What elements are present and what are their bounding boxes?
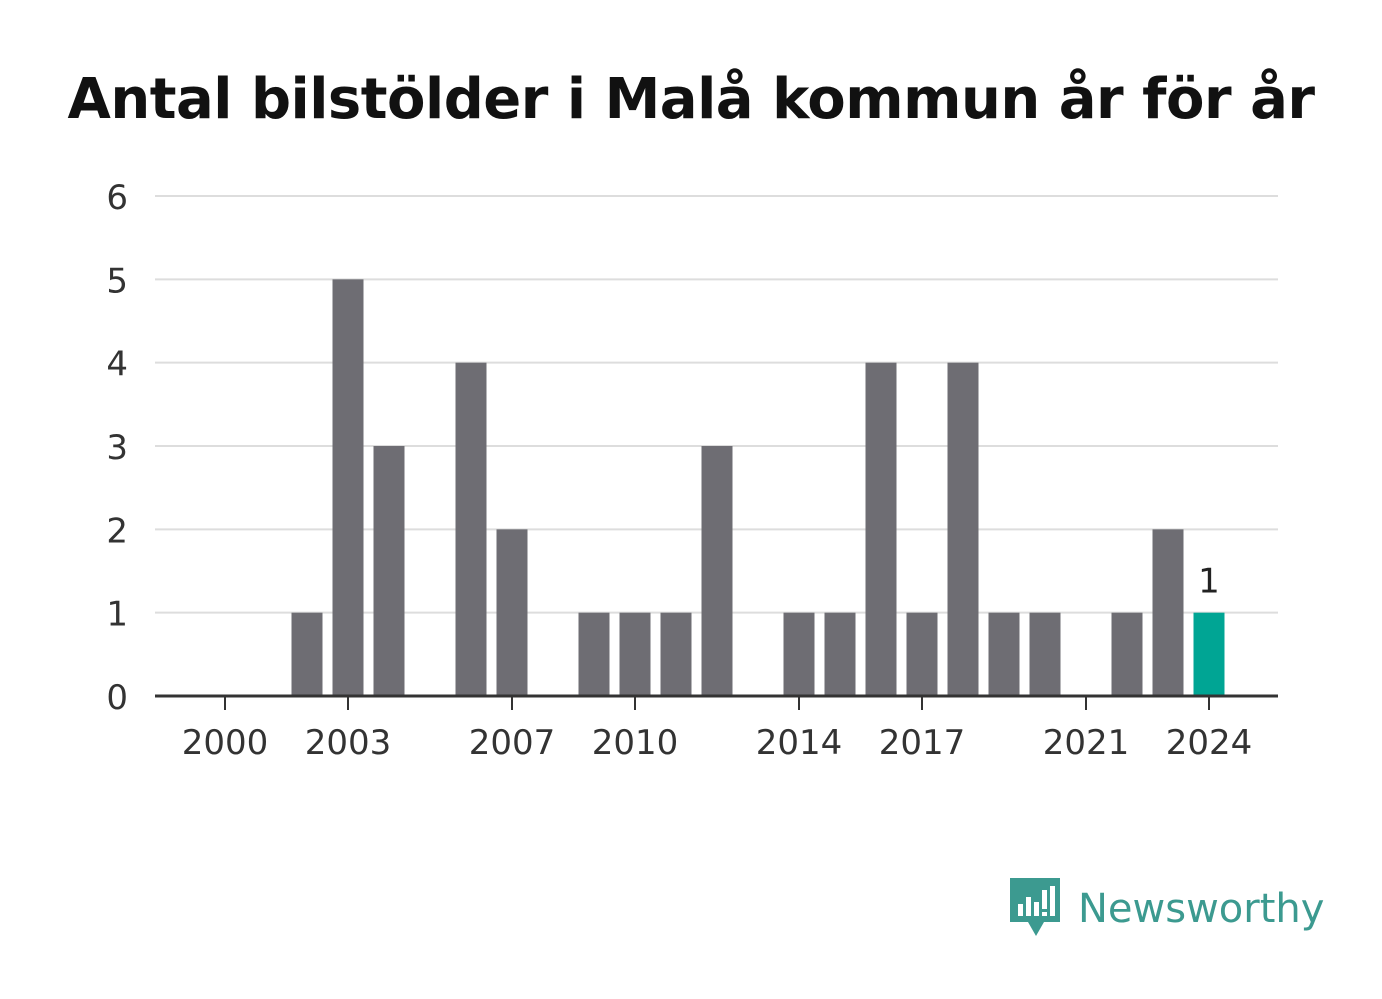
bar-2014 bbox=[783, 612, 815, 696]
bar-2002 bbox=[291, 612, 323, 696]
y-tick-label: 0 bbox=[106, 678, 128, 718]
bar-2020 bbox=[1029, 612, 1061, 696]
data-labels: 1 bbox=[1198, 562, 1220, 602]
x-tick-label: 2010 bbox=[592, 723, 679, 763]
bar-2019 bbox=[988, 612, 1020, 696]
bar-2022 bbox=[1111, 612, 1143, 696]
bar-2010 bbox=[619, 612, 651, 696]
data-label: 1 bbox=[1198, 562, 1220, 602]
x-tick-label: 2024 bbox=[1166, 723, 1253, 763]
chart-title: Antal bilstölder i Malå kommun år för år bbox=[67, 67, 1315, 132]
y-axis-ticks: 0 1 2 3 4 5 6 bbox=[106, 178, 128, 718]
x-axis-ticks: 2000 2003 2007 2010 2014 2017 2021 2024 bbox=[182, 696, 1253, 763]
bar-2017 bbox=[906, 612, 938, 696]
y-tick-label: 5 bbox=[106, 261, 128, 301]
y-tick-label: 3 bbox=[106, 428, 128, 468]
bars bbox=[291, 279, 1225, 696]
bar-2023 bbox=[1152, 529, 1184, 696]
x-tick-label: 2000 bbox=[182, 723, 269, 763]
bar-2006 bbox=[455, 362, 487, 696]
x-tick-label: 2007 bbox=[469, 723, 556, 763]
y-tick-label: 6 bbox=[106, 178, 128, 218]
y-tick-label: 1 bbox=[106, 595, 128, 635]
bar-2007 bbox=[496, 529, 528, 696]
x-tick-label: 2017 bbox=[879, 723, 966, 763]
newsworthy-logo-icon bbox=[1010, 878, 1060, 936]
x-tick-label: 2003 bbox=[305, 723, 392, 763]
x-tick-label: 2014 bbox=[756, 723, 843, 763]
bar-2015 bbox=[824, 612, 856, 696]
x-tick-label: 2021 bbox=[1043, 723, 1130, 763]
bar-2018 bbox=[947, 362, 979, 696]
brand-name: Newsworthy bbox=[1078, 886, 1325, 932]
y-tick-label: 2 bbox=[106, 511, 128, 551]
bar-2016 bbox=[865, 362, 897, 696]
bar-2012 bbox=[701, 446, 733, 696]
y-tick-label: 4 bbox=[106, 345, 128, 385]
bar-2024 bbox=[1193, 612, 1225, 696]
bar-2011 bbox=[660, 612, 692, 696]
bar-2004 bbox=[373, 446, 405, 696]
bar-2003 bbox=[332, 279, 364, 696]
bar-2009 bbox=[578, 612, 610, 696]
newsworthy-brand: Newsworthy bbox=[1010, 878, 1324, 940]
